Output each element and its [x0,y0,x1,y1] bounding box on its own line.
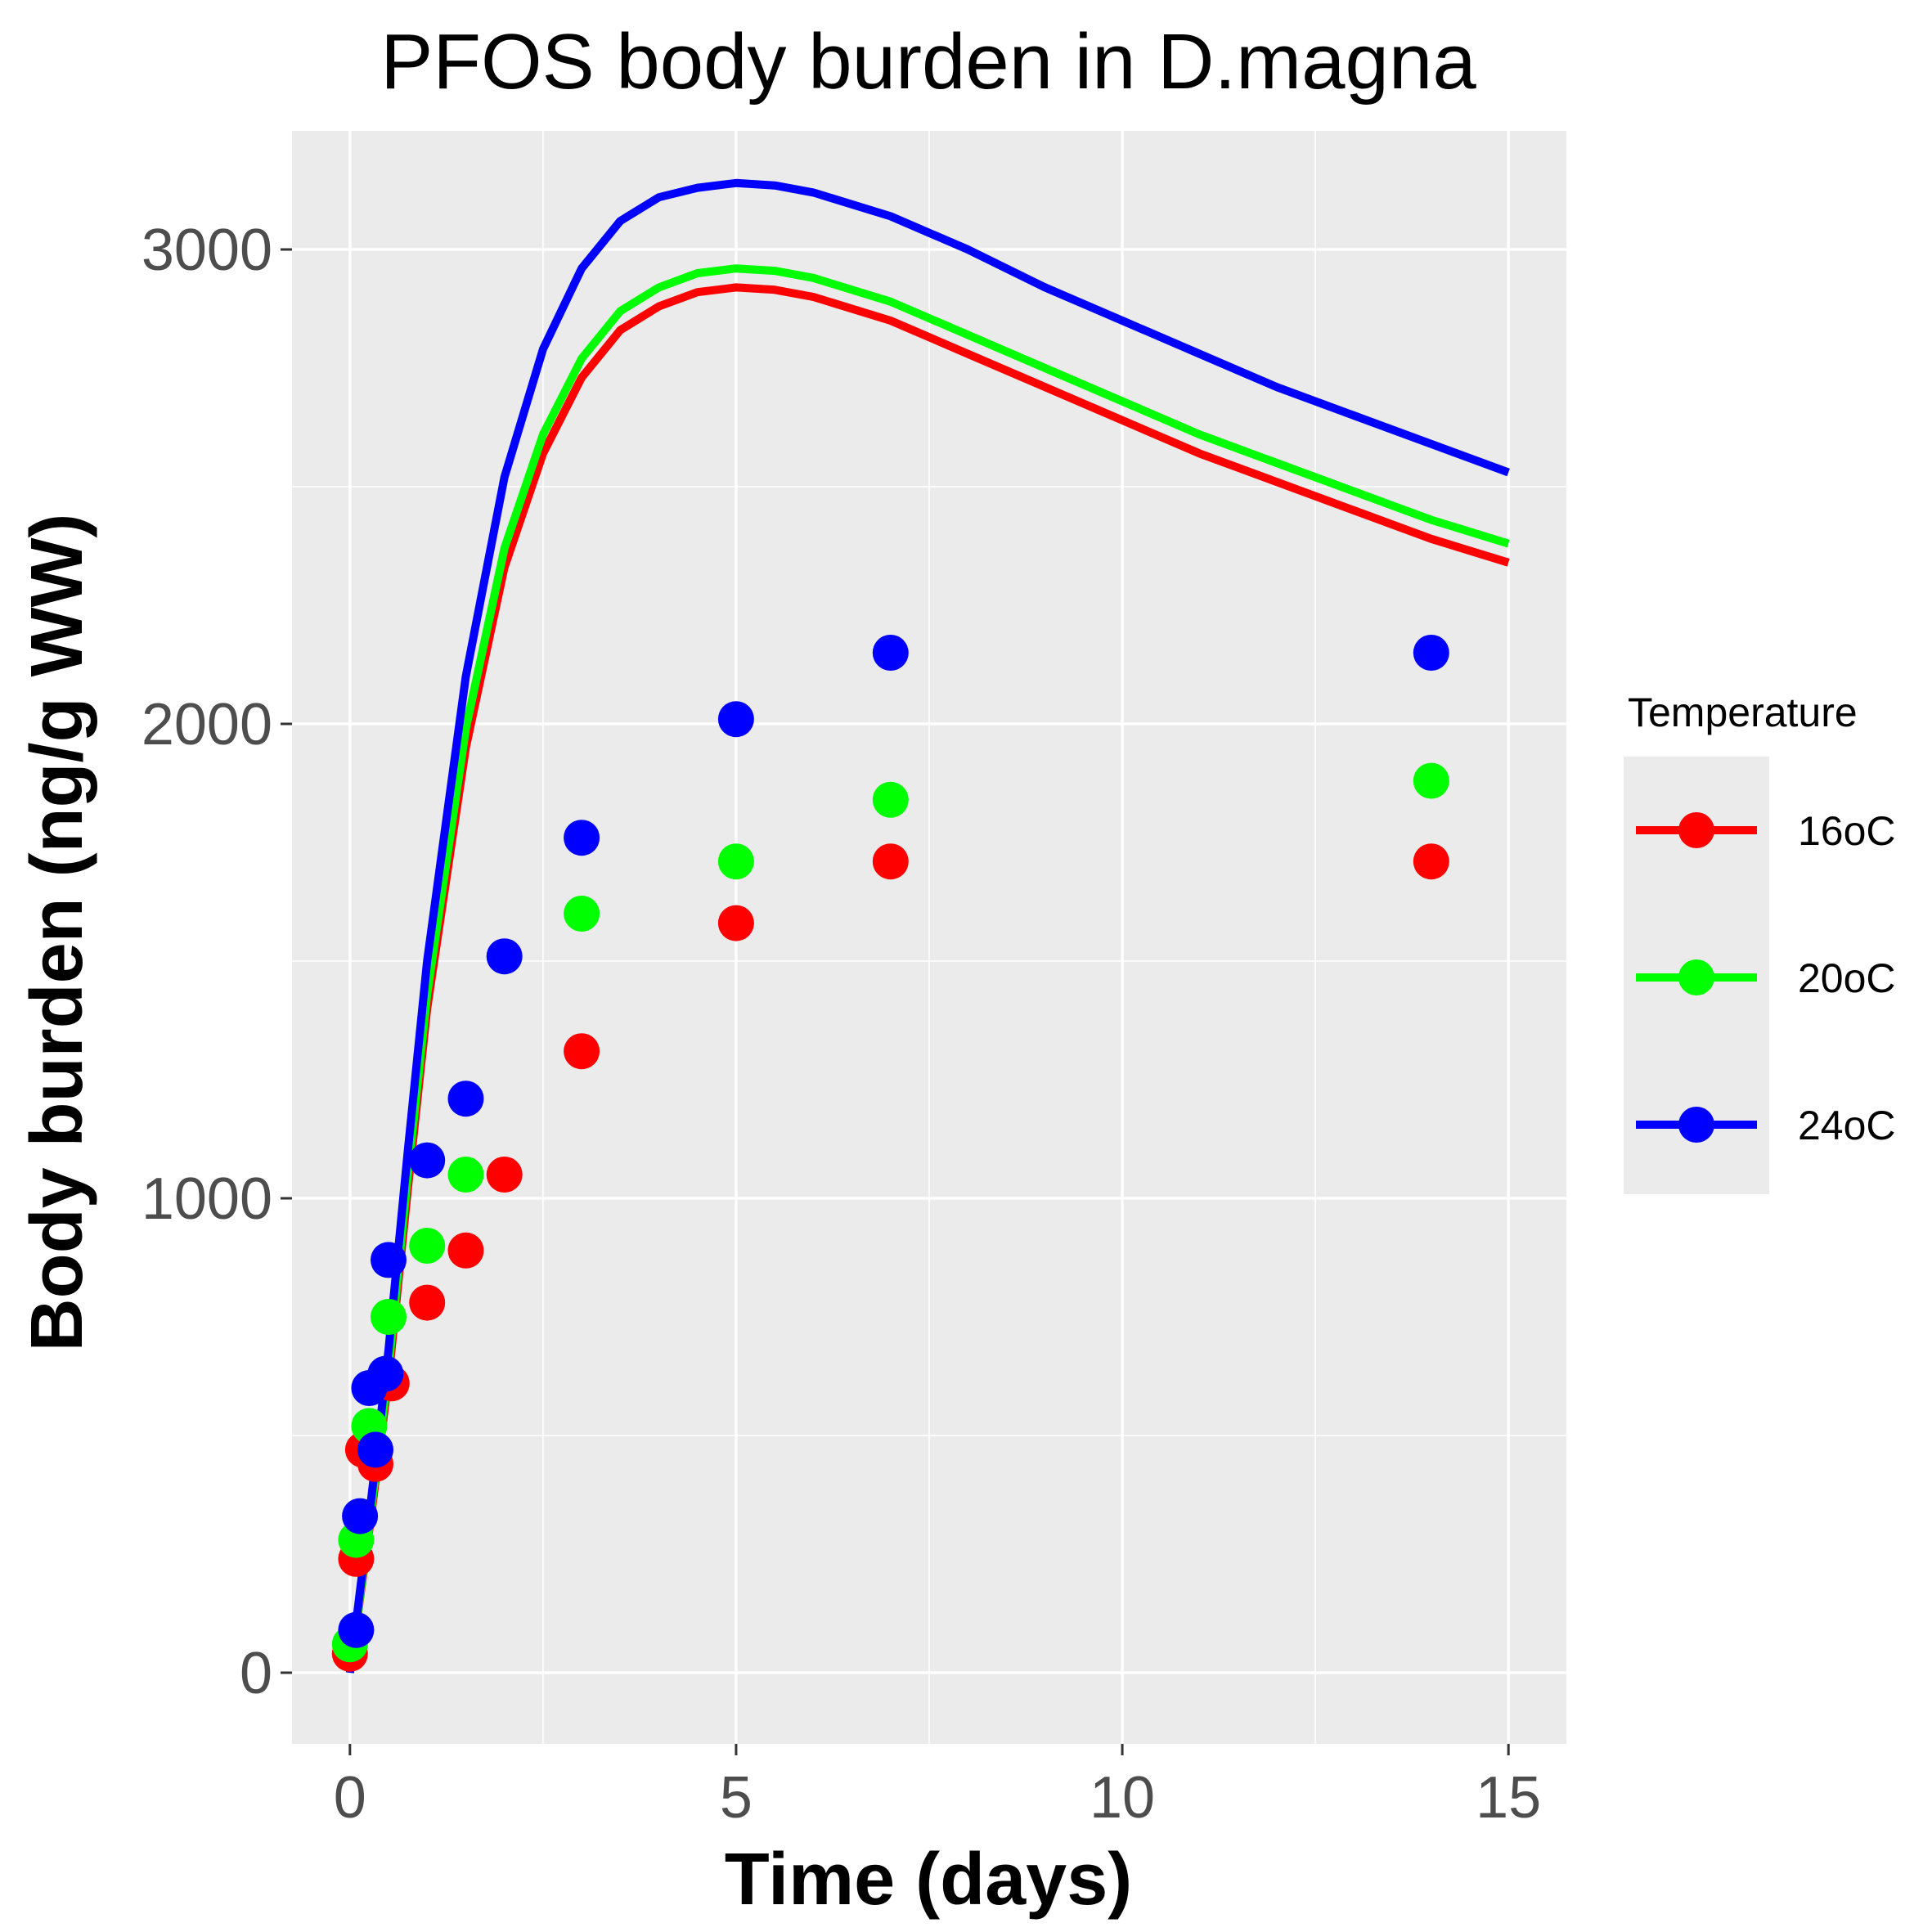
y-tick-label: 1000 [142,1166,272,1232]
data-point-24oC [564,820,600,856]
data-point-24oC [717,701,754,738]
data-point-16oC [409,1284,446,1321]
data-point-20oC [564,896,600,932]
x-tick-label: 15 [1476,1765,1541,1831]
data-point-20oC [1413,762,1449,799]
data-point-24oC [357,1431,393,1468]
x-tick-label: 10 [1090,1765,1155,1831]
legend-item-24oC: 24oC [1636,1103,1896,1148]
data-point-24oC [342,1498,379,1534]
data-point-24oC [447,1081,484,1117]
legend-key-point [1678,1107,1714,1143]
y-tick-label: 0 [240,1641,272,1706]
series-line-24oC [345,178,1510,1674]
legend-key-point [1678,812,1714,848]
legend: Temperature 16oC 20oC 24oC [1624,690,1896,1194]
x-tick-label: 5 [720,1765,753,1831]
y-tick-label: 3000 [142,218,272,283]
legend-label: 20oC [1798,955,1896,1001]
data-point-24oC [367,1355,404,1392]
x-tick-label: 0 [334,1765,366,1831]
legend-item-16oC: 16oC [1636,808,1896,854]
series-layer [331,178,1510,1674]
data-point-24oC [409,1142,446,1179]
data-point-24oC [371,1242,407,1278]
x-axis-title: Time (days) [725,1839,1133,1921]
data-point-16oC [447,1232,484,1269]
data-point-20oC [371,1299,407,1335]
data-point-24oC [338,1611,375,1648]
data-point-16oC [1413,843,1449,880]
data-point-16oC [486,1157,523,1193]
legend-title: Temperature [1628,690,1858,735]
legend-label: 16oC [1798,808,1896,854]
y-tick-label: 2000 [142,692,272,757]
y-axis-title: Body burden (ng/g WW) [16,514,98,1352]
data-point-20oC [447,1157,484,1193]
data-point-20oC [872,781,909,818]
data-point-20oC [409,1228,446,1264]
axes: 0 5 10 15 0 1000 2000 3000 [142,218,1541,1831]
data-point-24oC [486,938,523,975]
data-point-16oC [717,905,754,941]
legend-key-point [1678,959,1714,995]
legend-item-20oC: 20oC [1636,955,1896,1001]
data-point-20oC [717,843,754,880]
data-point-16oC [872,843,909,880]
data-point-24oC [872,635,909,671]
legend-label: 24oC [1798,1103,1896,1148]
data-point-16oC [564,1033,600,1070]
chart-title: PFOS body burden in D.magna [380,18,1476,106]
data-point-24oC [1413,635,1449,671]
